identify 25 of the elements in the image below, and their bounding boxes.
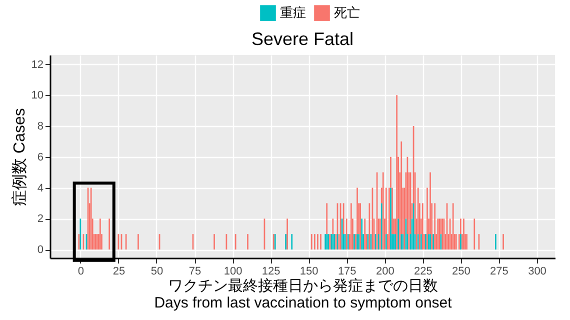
x-tick-label: 75 [188,266,202,278]
x-tick-label: 100 [224,266,242,278]
x-tick-label: 250 [452,266,470,278]
x-tick-label: 200 [376,266,394,278]
x-tick-label: 300 [528,266,546,278]
x-tick-label: 125 [262,266,280,278]
x-axis-title: ワクチン最終接種日から発症までの日数 Days from last vaccination to symptom onset [154,278,453,312]
x-tick-label: 25 [112,266,126,278]
x-tick-label: 0 [78,266,84,278]
chart-title: Severe Fatal [251,29,354,49]
y-tick-label: 8 [37,120,44,133]
x-tick-label: 225 [414,266,432,278]
y-tick-label: 6 [37,151,44,164]
y-axis-title: 症例数 Cases [10,108,28,206]
legend-label: 重症 [280,5,306,20]
y-tick-label: 4 [37,182,44,194]
x-tick-label: 275 [490,266,508,278]
y-tick-label: 2 [37,213,44,226]
x-tick-label: 150 [300,266,318,278]
x-tick-label: 175 [338,266,356,278]
y-tick-label: 12 [31,58,44,71]
legend-label: 死亡 [334,5,360,20]
y-tick-label: 0 [37,244,44,256]
y-tick-label: 10 [31,90,44,102]
x-tick-label: 50 [150,266,164,278]
